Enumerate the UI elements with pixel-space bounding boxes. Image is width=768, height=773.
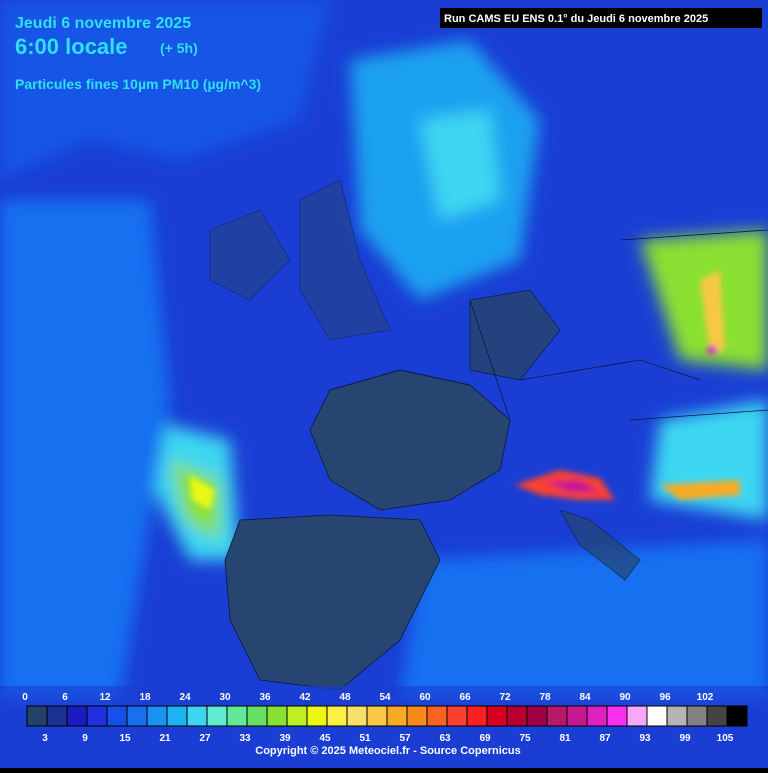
scale-label: 75 bbox=[519, 733, 531, 744]
scale-label: 78 bbox=[539, 692, 551, 703]
scale-label: 87 bbox=[599, 733, 611, 744]
scale-swatch bbox=[686, 705, 708, 727]
land bbox=[209, 179, 641, 691]
scale-swatch bbox=[106, 705, 128, 727]
scale-label: 24 bbox=[179, 692, 191, 703]
scale-label: 81 bbox=[559, 733, 571, 744]
color-scale: 0369121518212427303336394245485154576063… bbox=[22, 692, 748, 744]
scale-label: 72 bbox=[499, 692, 511, 703]
scale-label: 96 bbox=[659, 692, 671, 703]
scale-label: 60 bbox=[419, 692, 431, 703]
scale-label: 33 bbox=[239, 733, 251, 744]
scale-label: 12 bbox=[99, 692, 111, 703]
variable: Particules fines 10µm PM10 (µg/m^3) bbox=[15, 76, 261, 92]
scale-label: 93 bbox=[639, 733, 651, 744]
scale-label: 90 bbox=[619, 692, 631, 703]
scale-label: 51 bbox=[359, 733, 371, 744]
scale-swatch bbox=[486, 705, 508, 727]
scale-swatch bbox=[166, 705, 188, 727]
scale-swatch bbox=[246, 705, 268, 727]
scale-swatch bbox=[346, 705, 368, 727]
scale-swatch bbox=[326, 705, 348, 727]
scale-swatch bbox=[586, 705, 608, 727]
scale-label: 99 bbox=[679, 733, 691, 744]
scale-label: 30 bbox=[219, 692, 231, 703]
scale-swatch bbox=[666, 705, 688, 727]
scale-swatch bbox=[226, 705, 248, 727]
scale-swatch bbox=[86, 705, 108, 727]
scale-swatch bbox=[406, 705, 428, 727]
scale-label: 42 bbox=[299, 692, 311, 703]
scale-swatch bbox=[206, 705, 228, 727]
scale-label: 3 bbox=[42, 733, 48, 744]
scale-swatch bbox=[566, 705, 588, 727]
scale-swatch bbox=[46, 705, 68, 727]
scale-swatch bbox=[426, 705, 448, 727]
scale-label: 102 bbox=[697, 692, 714, 703]
scale-label: 48 bbox=[339, 692, 351, 703]
scale-swatch bbox=[26, 705, 48, 727]
scale-swatch bbox=[266, 705, 288, 727]
scale-label: 54 bbox=[379, 692, 391, 703]
scale-swatch bbox=[186, 705, 208, 727]
scale-label: 15 bbox=[119, 733, 131, 744]
borders bbox=[329, 229, 768, 421]
scale-swatch bbox=[646, 705, 668, 727]
scale-label: 9 bbox=[82, 733, 88, 744]
scale-label: 6 bbox=[62, 692, 68, 703]
scale-swatch bbox=[446, 705, 468, 727]
scale-swatch bbox=[66, 705, 88, 727]
scale-label: 63 bbox=[439, 733, 451, 744]
date: Jeudi 6 novembre 2025 bbox=[15, 15, 191, 32]
scale-swatch bbox=[546, 705, 568, 727]
scale-swatch bbox=[526, 705, 548, 727]
scale-label: 105 bbox=[717, 733, 734, 744]
scale-swatch bbox=[306, 705, 328, 727]
scale-swatch bbox=[706, 705, 728, 727]
scale-label: 45 bbox=[319, 733, 331, 744]
scale-label: 69 bbox=[479, 733, 491, 744]
scale-swatch bbox=[606, 705, 628, 727]
scale-swatch bbox=[726, 705, 748, 727]
lead-time: (+ 5h) bbox=[160, 40, 198, 56]
scale-swatch bbox=[386, 705, 408, 727]
scale-swatch bbox=[506, 705, 528, 727]
scale-label: 27 bbox=[199, 733, 211, 744]
copyright: Copyright © 2025 Meteociel.fr - Source C… bbox=[255, 745, 520, 757]
scale-swatch bbox=[126, 705, 148, 727]
scale-swatch bbox=[286, 705, 308, 727]
scale-label: 57 bbox=[399, 733, 411, 744]
run-box bbox=[440, 8, 762, 28]
legend-background bbox=[0, 686, 768, 768]
scale-swatch bbox=[626, 705, 648, 727]
scale-label: 18 bbox=[139, 692, 151, 703]
hotspots bbox=[190, 270, 740, 510]
scale-label: 66 bbox=[459, 692, 471, 703]
scale-swatch bbox=[146, 705, 168, 727]
scale-label: 84 bbox=[579, 692, 591, 703]
scale-label: 0 bbox=[22, 692, 28, 703]
scale-swatch bbox=[366, 705, 388, 727]
scale-swatch bbox=[466, 705, 488, 727]
scale-label: 39 bbox=[279, 733, 291, 744]
scale-label: 36 bbox=[259, 692, 271, 703]
scale-label: 21 bbox=[159, 733, 171, 744]
time: 6:00 locale bbox=[15, 34, 128, 59]
run-info: Run CAMS EU ENS 0.1° du Jeudi 6 novembre… bbox=[444, 13, 708, 25]
